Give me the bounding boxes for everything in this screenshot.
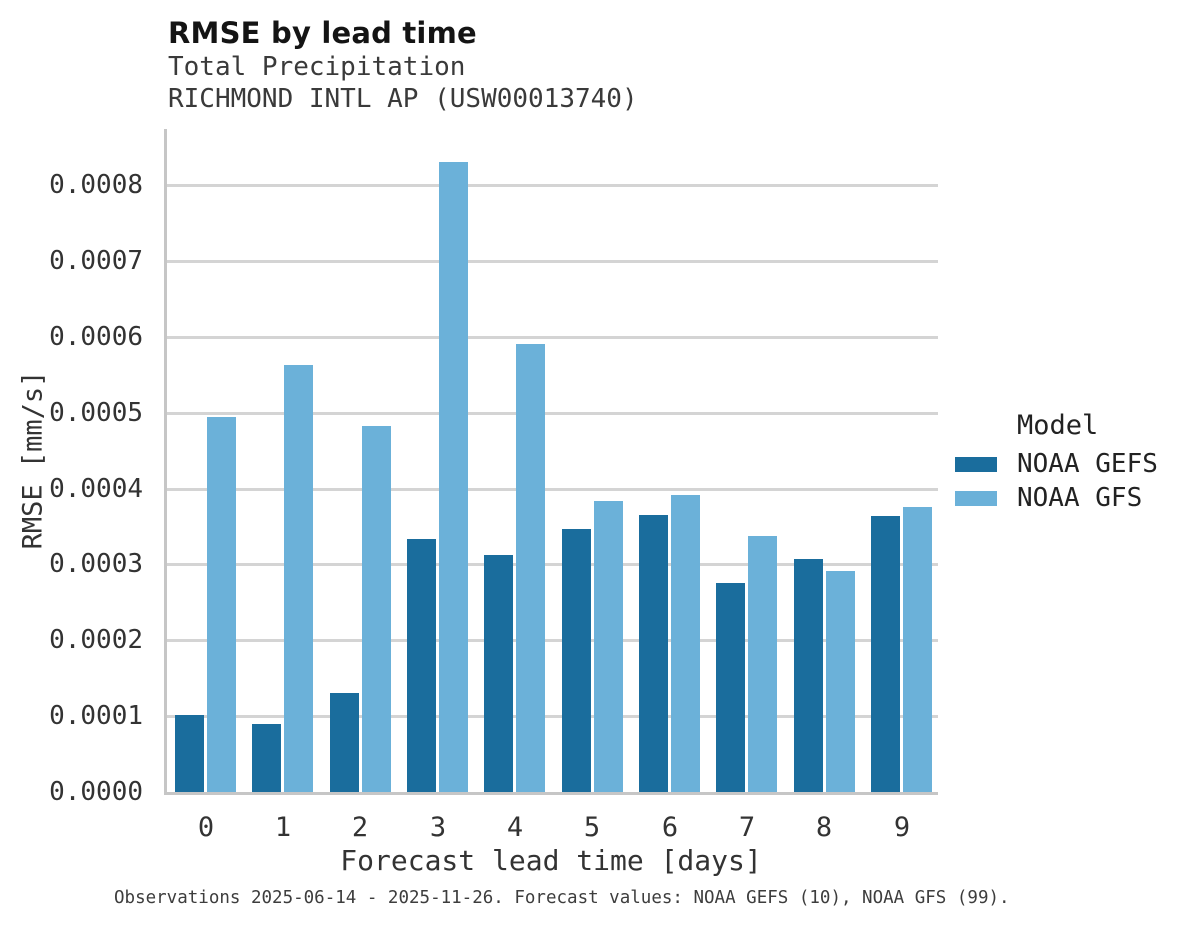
x-tick-label-9: 9 — [893, 812, 911, 843]
y-tick-label-0.0002: 0.0002 — [49, 625, 143, 655]
bar-noaa-gefs-day-8 — [794, 559, 823, 792]
legend-row-noaa-gefs: NOAA GEFS — [955, 449, 1158, 479]
bar-noaa-gfs-day-3 — [439, 162, 468, 792]
legend: Model NOAA GEFS NOAA GFS — [955, 410, 1158, 519]
bar-noaa-gfs-day-4 — [516, 344, 545, 792]
x-tick-label-8: 8 — [815, 812, 833, 843]
gridline-0.0001 — [167, 715, 938, 718]
y-tick-label-0.0004: 0.0004 — [49, 474, 143, 504]
y-tick-label-0.0003: 0.0003 — [49, 549, 143, 579]
x-tick-label-2: 2 — [351, 812, 369, 843]
gridline-0.0003 — [167, 563, 938, 566]
bar-noaa-gefs-day-1 — [252, 724, 281, 792]
bar-noaa-gefs-day-6 — [639, 515, 668, 792]
bar-noaa-gfs-day-9 — [903, 507, 932, 792]
bar-noaa-gfs-day-6 — [671, 495, 700, 792]
gridline-0.0004 — [167, 488, 938, 491]
legend-title: Model — [1017, 410, 1099, 441]
x-tick-label-3: 3 — [429, 812, 447, 843]
chart-subtitle: Total Precipitation RICHMOND INTL AP (USW… — [168, 51, 638, 115]
bar-noaa-gfs-day-5 — [594, 501, 623, 792]
y-tick-label-0.0005: 0.0005 — [49, 398, 143, 428]
x-tick-label-7: 7 — [738, 812, 756, 843]
y-axis-label: RMSE [mm/s] — [17, 370, 49, 550]
bar-noaa-gefs-day-5 — [562, 529, 591, 792]
bar-noaa-gfs-day-2 — [362, 426, 391, 792]
y-tick-label-0.0008: 0.0008 — [49, 170, 143, 200]
x-axis-label: Forecast lead time [days] — [340, 844, 762, 877]
bar-noaa-gefs-day-9 — [871, 516, 900, 792]
x-tick-label-6: 6 — [661, 812, 679, 843]
bar-noaa-gefs-day-2 — [330, 693, 359, 792]
y-tick-label-0.0006: 0.0006 — [49, 322, 143, 352]
gridline-0.0002 — [167, 639, 938, 642]
legend-label: NOAA GEFS — [1017, 449, 1158, 479]
y-tick-label-0.0007: 0.0007 — [49, 246, 143, 276]
y-tick-label-0.0001: 0.0001 — [49, 701, 143, 731]
legend-label: NOAA GFS — [1017, 483, 1143, 513]
bar-noaa-gfs-day-7 — [748, 536, 777, 792]
y-tick-label-0.0000: 0.0000 — [49, 777, 143, 807]
bar-noaa-gefs-day-7 — [716, 583, 745, 792]
legend-swatch-icon — [955, 490, 997, 506]
plot-area — [164, 129, 938, 795]
x-tick-label-4: 4 — [506, 812, 524, 843]
subtitle-station: RICHMOND INTL AP (USW00013740) — [168, 84, 638, 114]
bar-noaa-gfs-day-1 — [284, 365, 313, 792]
x-tick-label-0: 0 — [197, 812, 215, 843]
subtitle-variable: Total Precipitation — [168, 52, 466, 82]
chart-title: RMSE by lead time — [168, 16, 477, 50]
x-tick-label-1: 1 — [274, 812, 292, 843]
gridline-0.0007 — [167, 260, 938, 263]
bar-noaa-gefs-day-4 — [484, 555, 513, 792]
chart-caption: Observations 2025-06-14 - 2025-11-26. Fo… — [114, 888, 1010, 908]
gridline-0.0005 — [167, 412, 938, 415]
gridline-0.0008 — [167, 184, 938, 187]
gridline-0.0006 — [167, 336, 938, 339]
bar-noaa-gfs-day-8 — [826, 571, 855, 792]
bar-noaa-gfs-day-0 — [207, 417, 236, 792]
x-tick-label-5: 5 — [583, 812, 601, 843]
bar-noaa-gefs-day-0 — [175, 715, 204, 792]
bar-noaa-gefs-day-3 — [407, 539, 436, 792]
legend-swatch-icon — [955, 456, 997, 472]
legend-row-noaa-gfs: NOAA GFS — [955, 483, 1158, 513]
